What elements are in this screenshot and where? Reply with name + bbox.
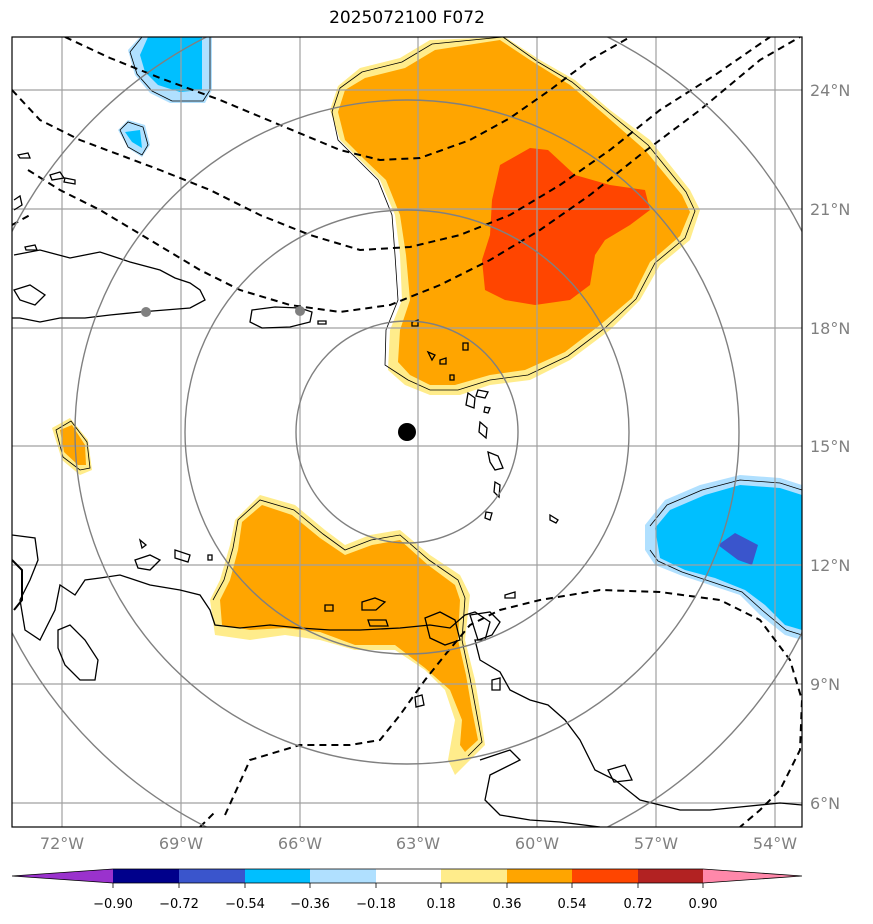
coast-puerto-rico (249, 306, 313, 329)
negative-anomaly-northwest (140, 37, 202, 92)
negative-anomaly-east-core (718, 533, 758, 565)
lon-label: 54°W (753, 834, 797, 853)
coastlines (12, 152, 802, 827)
lat-label: 12°N (810, 556, 850, 575)
coast-hispaniola (12, 249, 206, 323)
lat-lon-grid (12, 37, 802, 827)
negative-anomaly-east (655, 485, 802, 630)
lon-label: 63°W (396, 834, 440, 853)
colorbar-segment (179, 869, 245, 883)
lon-label: 66°W (278, 834, 322, 853)
colorbar-tick-label: −0.36 (290, 897, 330, 912)
positive-anomaly-south (220, 505, 478, 752)
negative-anomaly-small (125, 130, 142, 148)
colorbar-tick-label: −0.72 (159, 897, 199, 912)
positive-anomaly-north-core (482, 148, 650, 305)
positive-anomaly-west (60, 425, 86, 465)
lat-label: 15°N (810, 437, 850, 456)
lon-label: 57°W (634, 834, 678, 853)
longitude-labels: 72°W 69°W 66°W 63°W 60°W 57°W 54°W (40, 834, 797, 853)
colorbar: −0.90 −0.72 −0.54 −0.36 −0.18 0.18 0.36 … (11, 868, 803, 912)
colorbar-segment (638, 869, 703, 883)
lon-label: 69°W (159, 834, 203, 853)
lon-label: 60°W (515, 834, 559, 853)
colorbar-tick-label: 0.18 (427, 897, 456, 912)
colorbar-segment (12, 869, 113, 883)
city-marker-santo-domingo (141, 307, 151, 317)
colorbar-tick-label: −0.90 (93, 897, 133, 912)
latitude-labels: 24°N 21°N 18°N 15°N 12°N 9°N 6°N (810, 81, 850, 813)
colorbar-segment (376, 869, 441, 883)
lat-label: 21°N (810, 200, 850, 219)
map-plot-area (12, 37, 802, 827)
colorbar-tick-label: −0.54 (225, 897, 265, 912)
lat-label: 6°N (810, 794, 840, 813)
coast-south-america (12, 534, 802, 811)
map-frame (11, 36, 803, 828)
colorbar-tick-label: −0.18 (356, 897, 396, 912)
colorbar-tick-label: 0.36 (493, 897, 522, 912)
colorbar-tick-label: 0.90 (689, 897, 718, 912)
city-marker-san-juan (295, 306, 305, 316)
colorbar-tick-label: 0.72 (624, 897, 653, 912)
lat-label: 9°N (810, 675, 840, 694)
lon-label: 72°W (40, 834, 84, 853)
map-title: 2025072100 F072 (329, 8, 485, 28)
colorbar-segment (441, 869, 507, 883)
lat-label: 18°N (810, 319, 850, 338)
colorbar-segment (703, 869, 802, 883)
lat-label: 24°N (810, 81, 850, 100)
colorbar-segment (113, 869, 179, 883)
colorbar-segment (572, 869, 638, 883)
range-rings (12, 37, 802, 827)
colorbar-segment (310, 869, 376, 883)
storm-center-dot (398, 423, 416, 441)
colorbar-segment (507, 869, 572, 883)
shaded-field-layer (52, 37, 802, 775)
colorbar-segment (245, 869, 310, 883)
colorbar-tick-label: 0.54 (558, 897, 587, 912)
